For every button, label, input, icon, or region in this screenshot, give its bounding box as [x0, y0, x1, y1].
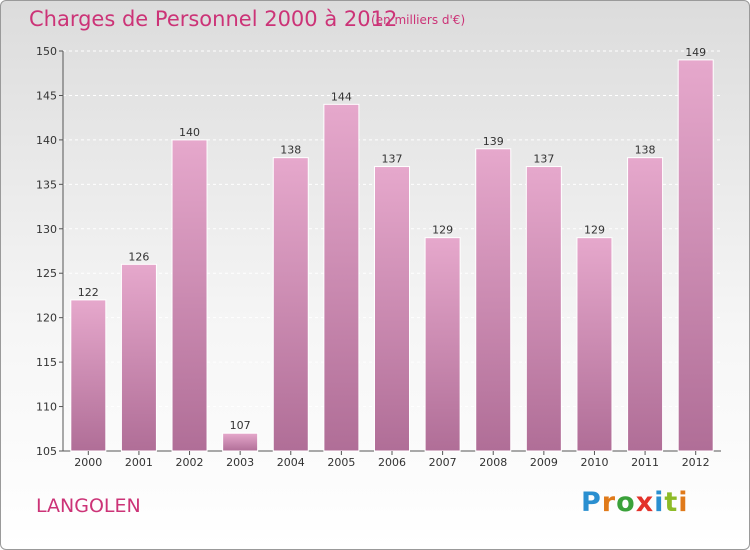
- bar-value-label: 140: [179, 126, 200, 139]
- bar: [323, 103, 360, 452]
- x-tick-label: 2006: [378, 456, 406, 469]
- y-tick-label: 130: [36, 223, 57, 236]
- chart-title: Charges de Personnel 2000 à 2012: [29, 7, 398, 31]
- bar-value-label: 129: [432, 224, 453, 237]
- y-tick-label: 125: [36, 267, 57, 280]
- bar: [272, 157, 309, 452]
- bar-value-label: 137: [533, 153, 554, 166]
- bar: [374, 166, 410, 452]
- logo-letter: o: [616, 487, 636, 518]
- bar-value-label: 107: [230, 419, 251, 432]
- logo-letter: i: [678, 487, 689, 518]
- bar-value-label: 129: [584, 224, 605, 237]
- bar: [70, 299, 107, 452]
- y-tick-label: 150: [36, 45, 57, 58]
- y-tick-label: 135: [36, 178, 57, 191]
- y-tick-label: 110: [36, 401, 57, 414]
- y-tick-label: 120: [36, 312, 57, 325]
- x-tick-label: 2005: [327, 456, 355, 469]
- y-tick-label: 140: [36, 134, 57, 147]
- bar-value-label: 139: [483, 135, 504, 148]
- bar-value-label: 149: [685, 46, 706, 59]
- logo-letter: t: [664, 487, 679, 518]
- bar: [627, 157, 664, 452]
- y-tick-label: 115: [36, 356, 57, 369]
- bar: [120, 263, 157, 452]
- logo-letter: i: [654, 487, 665, 518]
- x-tick-label: 2007: [429, 456, 457, 469]
- logo-letter: P: [581, 487, 602, 518]
- logo-letter: r: [601, 487, 617, 518]
- bar-value-label: 122: [78, 286, 99, 299]
- commune-name: LANGOLEN: [36, 495, 141, 517]
- bar: [222, 432, 259, 452]
- chart-unit-note: (en milliers d'€): [371, 13, 466, 27]
- x-tick-label: 2004: [277, 456, 305, 469]
- bar-value-label: 138: [635, 144, 656, 157]
- bar: [171, 139, 208, 452]
- bar: [677, 59, 714, 452]
- bar-value-label: 138: [280, 144, 301, 157]
- x-tick-label: 2002: [176, 456, 204, 469]
- bar: [525, 166, 562, 452]
- x-tick-label: 2008: [479, 456, 507, 469]
- y-tick-label: 145: [36, 89, 57, 102]
- bar-value-label: 126: [128, 250, 149, 263]
- bar-value-label: 137: [382, 153, 403, 166]
- x-tick-label: 2012: [682, 456, 710, 469]
- x-tick-label: 2001: [125, 456, 153, 469]
- logo-letter: x: [635, 487, 655, 518]
- y-tick-label: 105: [36, 445, 57, 458]
- bar: [576, 237, 613, 452]
- x-tick-label: 2011: [631, 456, 659, 469]
- bar: [424, 237, 461, 452]
- x-tick-label: 2003: [226, 456, 254, 469]
- proxiti-logo[interactable]: Proxiti: [581, 487, 689, 518]
- bar: [475, 148, 512, 452]
- x-tick-label: 2009: [530, 456, 558, 469]
- x-tick-label: 2010: [580, 456, 608, 469]
- bar-value-label: 144: [331, 90, 352, 103]
- x-tick-label: 2000: [74, 456, 102, 469]
